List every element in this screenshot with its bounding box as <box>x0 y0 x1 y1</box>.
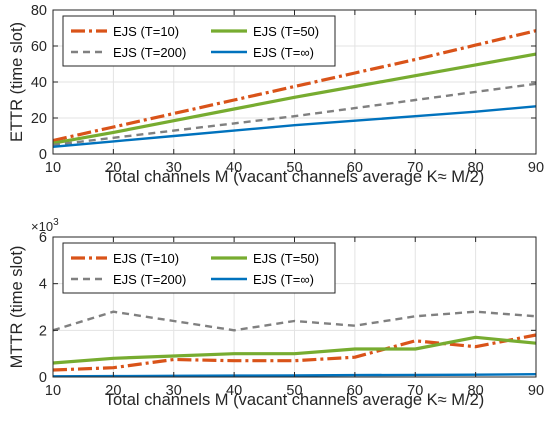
x-axis-label: Total channels M (vacant channels averag… <box>105 391 485 409</box>
legend-label-2: EJS (T=50) <box>253 251 319 266</box>
y-tick-label: 4 <box>39 277 47 293</box>
y-exponent-power: 3 <box>53 217 59 228</box>
x-tick-label: 80 <box>468 383 484 399</box>
legend: EJS (T=10) EJS (T=50) EJS (T=200) EJS (T=∞) <box>62 15 336 67</box>
y-tick-label: 0 <box>39 370 47 386</box>
x-tick-label: 60 <box>347 383 363 399</box>
x-axis-label: Total channels M (vacant channels averag… <box>105 168 485 186</box>
x-tick-label: 80 <box>468 160 484 176</box>
x-tick-label: 70 <box>407 383 423 399</box>
x-tick-label: 20 <box>105 160 121 176</box>
series-line-3 <box>52 310 537 332</box>
legend-label-2: EJS (T=50) <box>253 24 319 39</box>
series-line-1 <box>52 29 537 143</box>
legend-label-3: EJS (T=200) <box>113 45 186 60</box>
y-axis-label: ETTR (time slot) <box>8 22 26 142</box>
legend: EJS (T=10) EJS (T=50) EJS (T=200) EJS (T=∞) <box>62 242 336 294</box>
x-tick-label: 90 <box>528 383 544 399</box>
legend-box <box>62 15 336 67</box>
y-tick-label: 6 <box>39 230 47 246</box>
x-tick-label: 10 <box>45 160 61 176</box>
x-tick-label: 30 <box>166 160 182 176</box>
x-tick-label: 90 <box>528 160 544 176</box>
x-tick-label: 70 <box>407 160 423 176</box>
x-tick-label: 30 <box>166 383 182 399</box>
series-line-4 <box>52 105 537 148</box>
series-line-2 <box>52 52 537 145</box>
x-tick-label: 60 <box>347 160 363 176</box>
legend-label-1: EJS (T=10) <box>113 251 179 266</box>
legend-label-4: EJS (T=∞) <box>253 272 314 287</box>
y-tick-label: 80 <box>31 3 47 19</box>
x-tick-label: 10 <box>45 383 61 399</box>
x-tick-label: 50 <box>286 383 302 399</box>
y-tick-label: 0 <box>39 147 47 163</box>
y-axis-label: MTTR (time slot) <box>8 246 26 369</box>
y-exponent-label: ×103 <box>31 217 59 234</box>
x-tick-label: 20 <box>105 383 121 399</box>
legend-label-3: EJS (T=200) <box>113 272 186 287</box>
y-tick-label: 40 <box>31 75 47 91</box>
x-tick-label: 50 <box>286 160 302 176</box>
legend-box <box>62 242 336 294</box>
series-line-3 <box>52 82 537 147</box>
x-tick-label: 40 <box>226 383 242 399</box>
legend-label-4: EJS (T=∞) <box>253 45 314 60</box>
y-tick-label: 2 <box>39 323 47 339</box>
legend-label-1: EJS (T=10) <box>113 24 179 39</box>
series-line-1 <box>52 333 537 372</box>
chart-panel-2: 10 20 30 40 50 60 70 80 90 0 2 4 6×103 Total channels… <box>8 217 544 409</box>
series-line-2 <box>52 335 537 365</box>
y-tick-label: 20 <box>31 111 47 127</box>
x-tick-label: 40 <box>226 160 242 176</box>
y-tick-label: 60 <box>31 39 47 55</box>
